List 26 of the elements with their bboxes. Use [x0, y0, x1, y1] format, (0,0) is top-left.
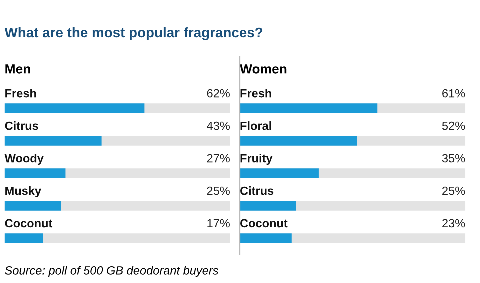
category-label: Fresh [240, 89, 272, 98]
data-label: 27% [207, 154, 230, 163]
bar [4, 234, 44, 244]
category-label: Citrus [5, 122, 38, 130]
bar [240, 234, 292, 244]
data-label: 61% [442, 89, 466, 98]
chart-subtitle: Women [240, 64, 287, 74]
data-label: 35% [442, 154, 466, 163]
category-label: Citrus [240, 186, 274, 196]
category-label: Coconut [5, 219, 53, 228]
data-label: 25% [207, 186, 230, 196]
chart-title: What are the most popular fragrances? [4, 27, 263, 40]
data-label: 43% [207, 122, 230, 130]
category-label: Coconut [240, 219, 288, 228]
source-note: Source: poll of 500 GB deodorant buyers [5, 266, 219, 278]
data-label: 62% [207, 89, 230, 98]
category-label: Musky [6, 186, 42, 198]
category-label: Floral [240, 122, 272, 130]
category-label: Fruity [240, 154, 273, 166]
chart-subtitle: Men [6, 64, 30, 74]
data-label: 52% [442, 122, 466, 130]
data-label: 17% [208, 219, 230, 228]
data-label: 25% [442, 186, 466, 196]
category-label: Woody [4, 154, 44, 166]
category-label: Fresh [6, 89, 36, 98]
data-label: 23% [442, 219, 466, 228]
